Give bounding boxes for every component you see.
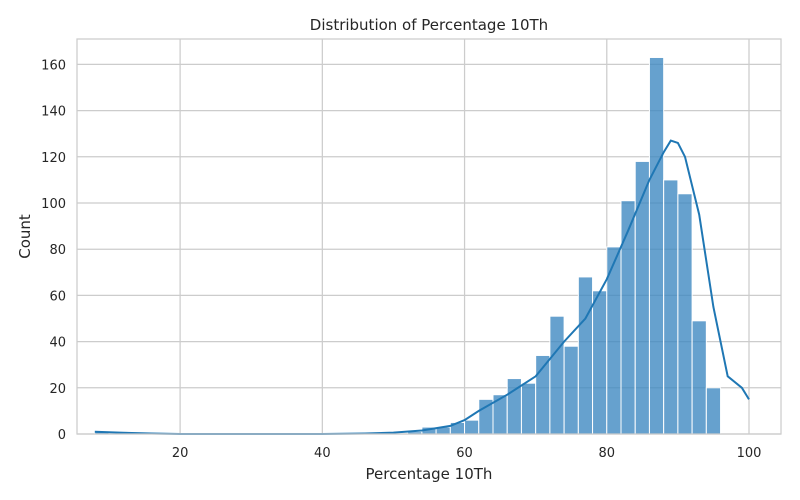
x-tick-label: 40 — [314, 446, 331, 461]
y-tick-label: 20 — [49, 382, 66, 397]
y-tick-label: 80 — [49, 243, 66, 258]
y-tick-label: 40 — [49, 336, 66, 351]
bars-layer — [94, 56, 722, 435]
histogram-bar — [705, 387, 722, 435]
y-axis-label: Count — [16, 214, 34, 259]
y-tick-label: 100 — [41, 197, 66, 212]
histogram-bar — [563, 345, 579, 435]
histogram-bar — [691, 320, 707, 435]
y-tick-labels: 0 20 40 60 80 100 120 140 160 — [41, 58, 66, 443]
y-tick-label: 160 — [41, 58, 66, 73]
y-tick-label: 120 — [41, 151, 66, 166]
histogram-bar — [464, 419, 480, 435]
histogram-bar — [577, 276, 594, 435]
histogram-bar — [677, 193, 693, 435]
histogram-bar — [592, 290, 608, 435]
histogram-bar — [648, 56, 665, 435]
histogram-bar — [663, 179, 679, 435]
histogram-bar — [549, 315, 565, 435]
histogram-bar — [620, 200, 636, 435]
histogram-bar — [520, 382, 537, 435]
y-tick-label: 140 — [41, 105, 66, 120]
x-tick-label: 60 — [456, 446, 473, 461]
y-tick-label: 0 — [58, 428, 66, 443]
x-tick-label: 100 — [737, 446, 762, 461]
plot-frame — [76, 38, 782, 435]
x-axis-label: Percentage 10Th — [366, 465, 493, 483]
histogram-bar — [634, 160, 650, 435]
chart-title: Distribution of Percentage 10Th — [310, 16, 548, 34]
x-tick-label: 20 — [172, 446, 189, 461]
x-tick-label: 80 — [599, 446, 616, 461]
y-tick-label: 60 — [49, 289, 66, 304]
x-tick-labels: 20 40 60 80 100 — [172, 446, 762, 461]
